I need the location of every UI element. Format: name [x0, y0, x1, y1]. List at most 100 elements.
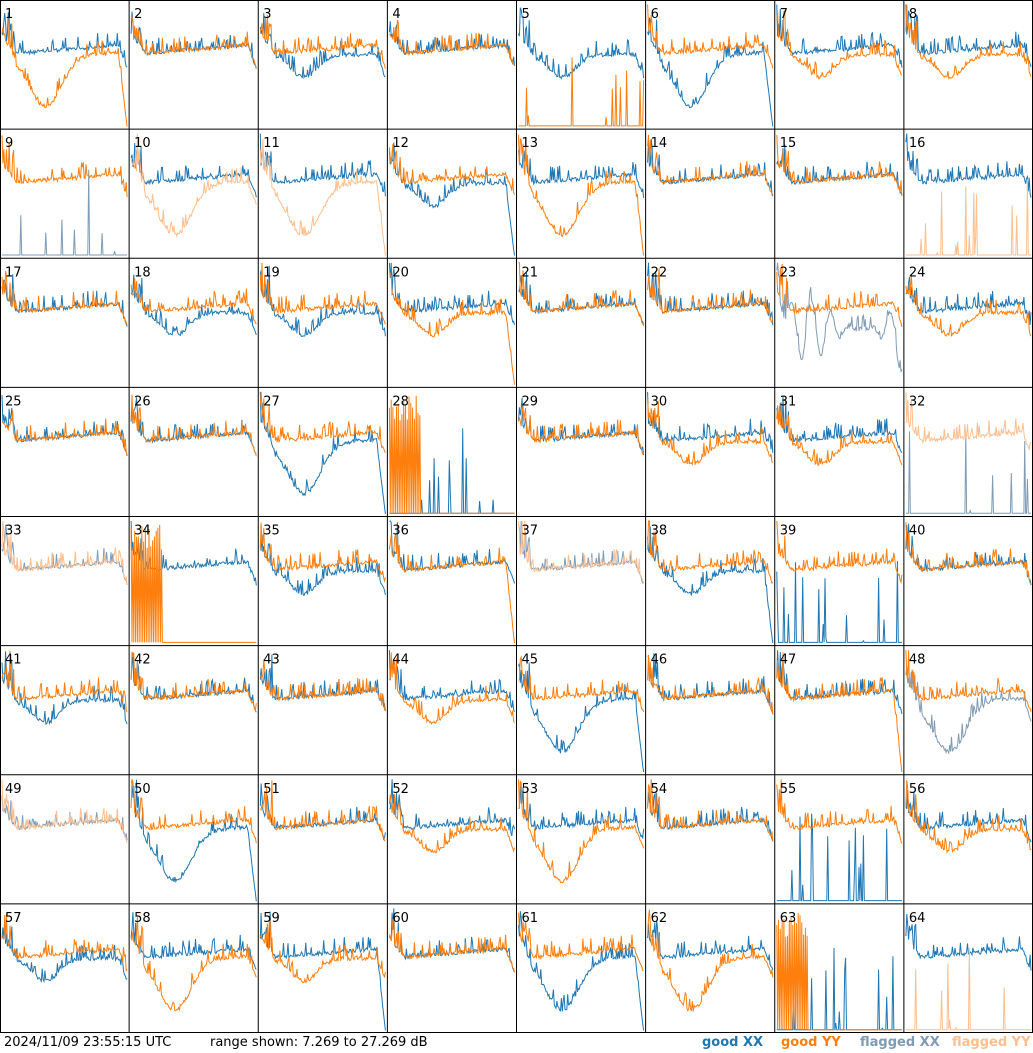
- series-yy-line: [518, 405, 644, 455]
- panel-2: 2: [130, 7, 257, 69]
- series-xx-line: [259, 265, 386, 337]
- panel-label: 28: [392, 394, 409, 409]
- panel-label: 41: [5, 653, 22, 668]
- series-yy-line: [259, 138, 386, 256]
- series-yy-line: [259, 919, 386, 984]
- series-xx-line: [1, 923, 128, 984]
- panel-13: 13: [518, 134, 645, 256]
- series-xx-line: [259, 654, 386, 712]
- series-xx-line: [259, 391, 386, 514]
- panel-label: 33: [5, 524, 22, 539]
- series-xx-line: [647, 262, 774, 326]
- panel-label: 60: [392, 911, 409, 926]
- series-yy-line: [388, 19, 515, 66]
- panel-47: 47: [776, 650, 903, 773]
- series-yy-line: [388, 533, 515, 644]
- panel-label: 21: [522, 265, 539, 280]
- series-yy-line: [647, 397, 774, 467]
- panel-label: 36: [392, 524, 409, 539]
- panel-label: 27: [263, 394, 280, 409]
- series-yy-line: [259, 659, 386, 711]
- panel-38: 38: [647, 520, 774, 644]
- series-xx-line: [1, 795, 128, 841]
- panel-57: 57: [1, 911, 128, 984]
- series-yy-line: [130, 15, 257, 69]
- panel-64: 64: [905, 911, 1032, 1031]
- series-yy-line: [776, 652, 903, 773]
- legend-flagged-xx: flagged XX: [860, 1035, 940, 1050]
- series-xx-line: [2, 169, 128, 256]
- series-yy-line: [388, 918, 515, 973]
- panel-10: 10: [130, 133, 257, 238]
- series-yy-line: [1, 520, 128, 585]
- series-xx-line: [259, 911, 386, 1031]
- panel-17: 17: [1, 265, 128, 327]
- series-xx-line: [647, 138, 774, 197]
- panel-label: 23: [780, 265, 797, 280]
- series-xx-line: [130, 142, 257, 198]
- series-yy-line: [518, 912, 644, 971]
- panel-22: 22: [647, 262, 774, 326]
- series-xx-line: [1, 12, 128, 68]
- series-xx-line: [130, 912, 257, 970]
- series-xx-line: [518, 782, 645, 839]
- panel-33: 33: [1, 520, 128, 585]
- series-yy-line: [518, 779, 645, 884]
- panel-55: 55: [776, 779, 903, 902]
- series-xx-line: [647, 17, 774, 127]
- series-xx-line: [130, 779, 257, 902]
- panel-label: 22: [651, 265, 668, 280]
- panel-label: 38: [651, 524, 668, 539]
- panel-16: 16: [905, 133, 1032, 256]
- series-xx-line: [259, 783, 386, 841]
- series-xx-line: [905, 133, 1032, 198]
- series-xx-line: [905, 666, 1032, 755]
- series-xx-line: [388, 262, 515, 326]
- panel-21: 21: [518, 262, 645, 327]
- legend-good-yy: good YY: [781, 1035, 841, 1050]
- series-yy-line: [1, 270, 128, 326]
- panel-label: 30: [651, 394, 668, 409]
- series-yy-line: [130, 779, 257, 844]
- panel-label: 43: [263, 653, 280, 668]
- panel-label: 45: [522, 653, 539, 668]
- series-yy-line: [130, 524, 257, 643]
- panel-label: 8: [909, 7, 917, 22]
- panel-29: 29: [518, 394, 645, 456]
- series-xx-line: [1, 274, 128, 327]
- panel-51: 51: [259, 780, 386, 842]
- panel-label: 25: [5, 394, 22, 409]
- series-yy-line: [518, 520, 645, 583]
- panel-18: 18: [130, 265, 257, 337]
- panel-56: 56: [905, 780, 1032, 854]
- panel-32: 32: [905, 392, 1032, 514]
- panel-46: 46: [647, 653, 774, 715]
- panel-45: 45: [518, 653, 645, 773]
- panel-label: 31: [780, 394, 797, 409]
- panel-label: 32: [909, 394, 926, 409]
- panel-34: 34: [130, 520, 257, 643]
- panel-label: 59: [263, 911, 280, 926]
- panel-label: 14: [651, 136, 668, 151]
- series-yy-line: [905, 392, 1032, 451]
- panel-label: 20: [392, 265, 409, 280]
- panel-label: 1: [5, 7, 13, 22]
- panel-35: 35: [259, 522, 386, 597]
- panel-53: 53: [518, 779, 645, 884]
- series-xx-line: [905, 914, 1032, 971]
- series-yy-line: [776, 779, 903, 844]
- panel-label: 58: [134, 911, 151, 926]
- panel-label: 52: [392, 782, 409, 797]
- series-xx-line: [259, 133, 386, 197]
- legend-good-xx: good XX: [702, 1035, 764, 1050]
- panel-label: 35: [263, 524, 280, 539]
- range-text: range shown: 7.269 to 27.269 dB: [210, 1035, 428, 1050]
- series-yy-line: [905, 780, 1032, 854]
- panel-label: 3: [263, 7, 271, 22]
- panel-19: 19: [259, 262, 386, 337]
- series-xx-line: [905, 431, 1031, 514]
- series-yy-line: [905, 947, 1031, 1031]
- series-xx-line: [518, 272, 645, 325]
- series-xx-line: [905, 790, 1032, 843]
